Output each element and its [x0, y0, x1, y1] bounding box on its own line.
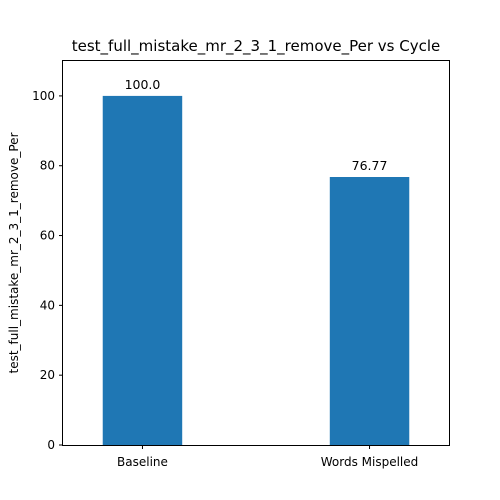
x-tick-label: Words Mispelled	[321, 455, 419, 469]
x-axis-ticks: Baseline Words Mispelled	[117, 445, 418, 469]
data-label: 100.0	[125, 77, 161, 92]
bar-baseline	[102, 95, 183, 445]
chart-title: test_full_mistake_mr_2_3_1_remove_Per vs…	[72, 37, 440, 56]
y-tick-label: 20	[40, 368, 55, 382]
y-axis-ticks: 0 20 40 60 80 100	[32, 89, 63, 452]
y-tick-label: 60	[40, 229, 55, 243]
y-tick-label: 0	[47, 438, 55, 452]
y-tick-label: 40	[40, 298, 55, 312]
x-tick-label: Baseline	[117, 455, 168, 469]
y-axis-label: test_full_mistake_mr_2_3_1_remove_Per	[7, 132, 21, 373]
plot-frame	[62, 60, 450, 446]
y-tick-label: 100	[32, 89, 55, 103]
data-labels-layer: 100.0 76.77	[125, 77, 388, 173]
bar-words-mispelled	[329, 177, 410, 445]
bars-layer	[102, 95, 410, 445]
data-label: 76.77	[352, 158, 388, 173]
y-tick-label: 80	[40, 159, 55, 173]
